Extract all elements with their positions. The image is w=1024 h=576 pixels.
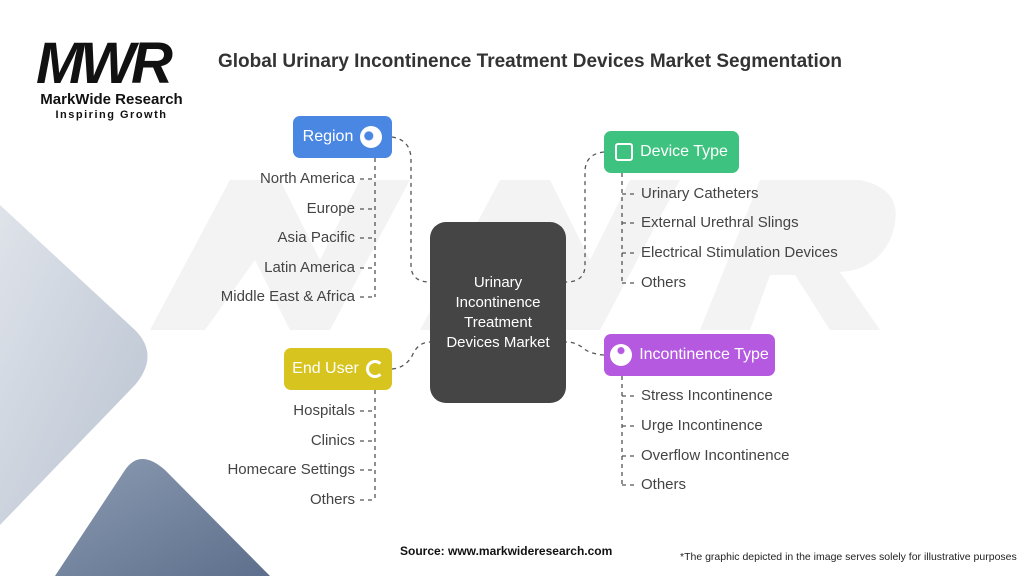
segment-incontinence-type: Incontinence Type	[604, 334, 775, 376]
list-item: Overflow Incontinence	[641, 447, 790, 464]
list-item: Urge Incontinence	[641, 417, 763, 434]
list-item: Europe	[306, 200, 355, 217]
disclaimer-note: *The graphic depicted in the image serve…	[680, 551, 1017, 563]
segment-device-type: Device Type	[604, 131, 739, 173]
list-item: Electrical Stimulation Devices	[641, 244, 838, 261]
list-item: Stress Incontinence	[641, 387, 773, 404]
logo: MWR	[36, 31, 173, 96]
list-item: Urinary Catheters	[641, 185, 759, 202]
list-item: Asia Pacific	[277, 229, 355, 246]
page-title: Global Urinary Incontinence Treatment De…	[217, 51, 842, 72]
list-item: Others	[309, 491, 355, 508]
info-person-icon	[610, 344, 633, 366]
list-item: Latin America	[264, 259, 355, 276]
globe-icon	[360, 126, 383, 148]
devices-icon	[615, 143, 634, 161]
source-text: Source: www.markwideresearch.com	[400, 544, 613, 558]
list-item: Others	[641, 274, 687, 291]
center-label: Urinary Incontinence Treatment Devices M…	[446, 273, 550, 351]
list-item: Homecare Settings	[227, 461, 355, 478]
segment-label: Incontinence Type	[639, 346, 769, 363]
segment-end-user: End User	[284, 348, 392, 390]
list-item: Hospitals	[293, 402, 355, 419]
segment-label: Region	[302, 128, 354, 145]
segment-label: End User	[292, 360, 359, 377]
logo-name: MarkWide Research	[40, 91, 183, 108]
users-refresh-icon	[365, 360, 384, 378]
list-item: North America	[259, 170, 355, 187]
watermark-shape	[150, 180, 896, 330]
list-item: Middle East & Africa	[220, 288, 355, 305]
segment-label: Device Type	[640, 143, 728, 160]
list-item: Clinics	[310, 432, 355, 449]
list-item: External Urethral Slings	[641, 214, 799, 231]
list-item: Others	[641, 476, 687, 493]
center-node: Urinary Incontinence Treatment Devices M…	[430, 222, 566, 403]
logo-tagline: Inspiring Growth	[55, 109, 168, 121]
segment-region: Region	[293, 116, 392, 158]
